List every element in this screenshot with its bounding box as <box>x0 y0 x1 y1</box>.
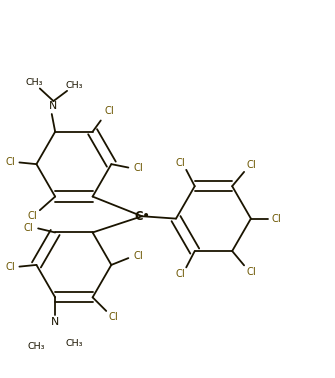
Text: CH₃: CH₃ <box>28 342 45 351</box>
Text: CH₃: CH₃ <box>65 81 83 90</box>
Text: Cl: Cl <box>24 223 34 233</box>
Text: Cl: Cl <box>176 269 185 279</box>
Text: CH₃: CH₃ <box>65 339 83 349</box>
Text: Cl: Cl <box>5 158 15 167</box>
Text: N: N <box>51 317 59 327</box>
Text: Cl: Cl <box>105 106 115 116</box>
Text: Cl: Cl <box>133 163 143 172</box>
Text: Cl: Cl <box>246 160 256 170</box>
Text: Cl: Cl <box>5 262 15 272</box>
Text: Cl: Cl <box>109 312 119 322</box>
Text: Cl: Cl <box>27 211 37 222</box>
Text: Cl: Cl <box>176 158 185 168</box>
Text: Cl: Cl <box>272 214 281 224</box>
Text: Cl: Cl <box>133 251 143 262</box>
Text: Cl: Cl <box>246 267 256 277</box>
Text: CH₃: CH₃ <box>25 78 43 87</box>
Text: N: N <box>49 101 58 110</box>
Text: C•: C• <box>134 210 150 223</box>
